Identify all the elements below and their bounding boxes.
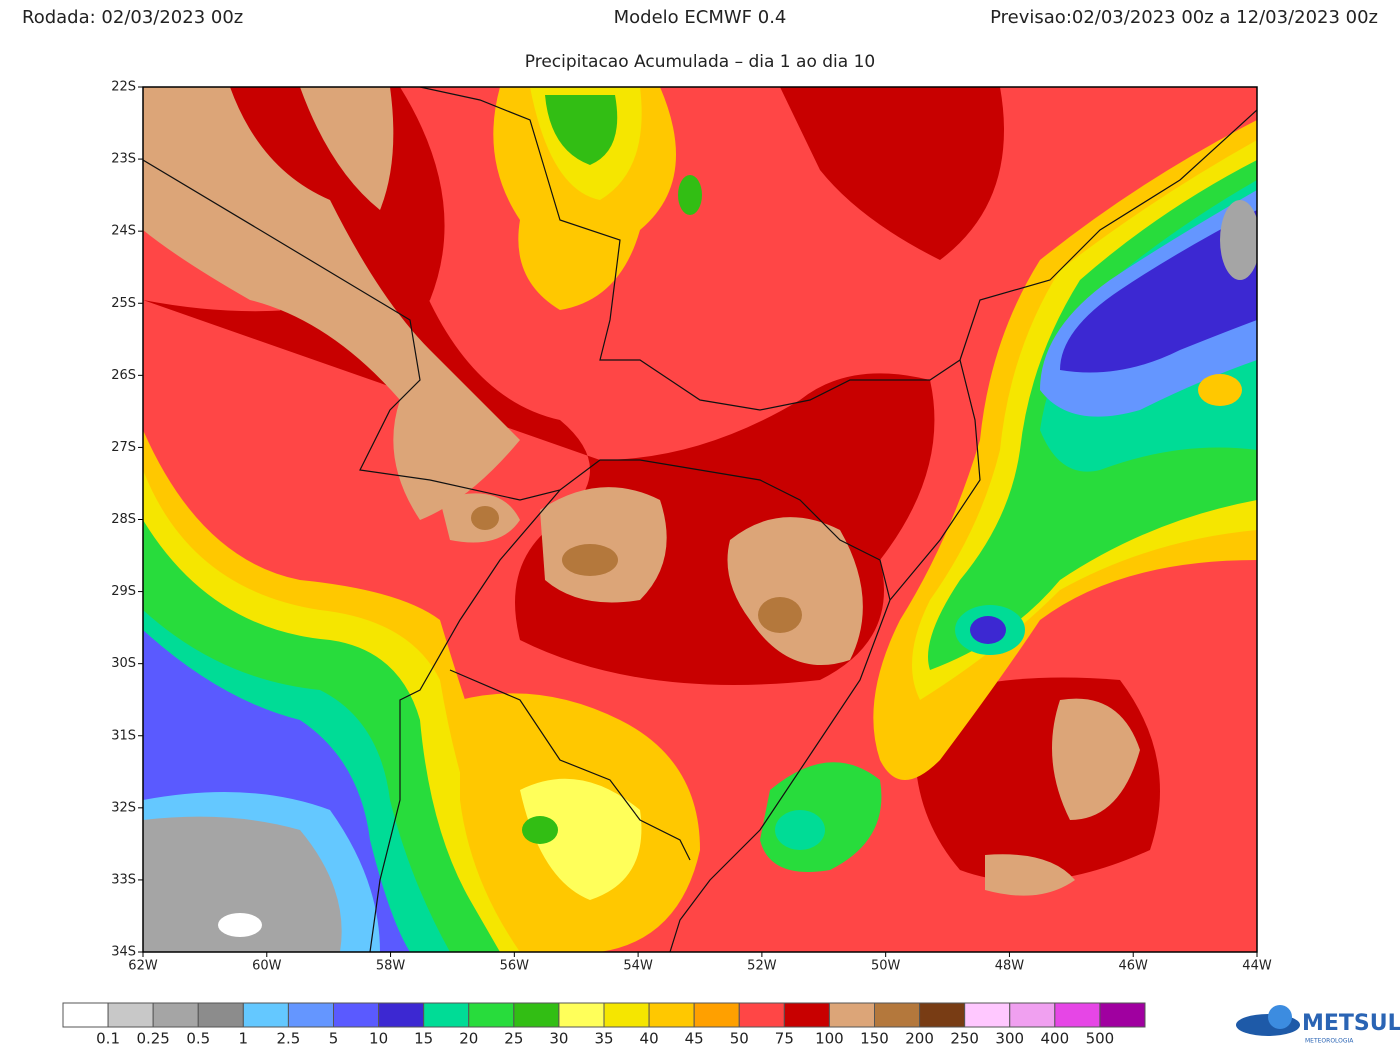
lat-label: 34S (111, 945, 136, 960)
legend-swatch (62, 1002, 109, 1028)
legend-swatch (107, 1002, 154, 1028)
legend-swatch (1099, 1002, 1146, 1028)
logo-name: METSUL (1302, 1011, 1400, 1036)
legend-swatch (287, 1002, 334, 1028)
precipitation-field (143, 87, 1257, 952)
legend-label: 35 (594, 1030, 613, 1048)
lat-label: 28S (111, 512, 136, 527)
legend-label: 20 (459, 1030, 478, 1048)
legend-swatch (693, 1002, 740, 1028)
legend-label: 25 (504, 1030, 523, 1048)
legend-label: 150 (860, 1030, 889, 1048)
lat-label: 33S (111, 872, 136, 887)
lat-label: 30S (111, 656, 136, 671)
legend-label: 300 (995, 1030, 1024, 1048)
legend-label: 400 (1041, 1030, 1070, 1048)
legend-label: 15 (414, 1030, 433, 1048)
legend-swatch (513, 1002, 560, 1028)
legend-label: 2.5 (276, 1030, 300, 1048)
lon-label: 56W (500, 959, 530, 974)
legend-swatch (964, 1002, 1011, 1028)
legend-label: 250 (950, 1030, 979, 1048)
legend-swatch (333, 1002, 380, 1028)
legend-swatch (1054, 1002, 1101, 1028)
lon-label: 52W (747, 959, 777, 974)
legend-swatch (152, 1002, 199, 1028)
forecast-label: Previsao:02/03/2023 00z a 12/03/2023 00z (990, 7, 1378, 28)
legend-label: 0.1 (96, 1030, 120, 1048)
legend-label: 40 (640, 1030, 659, 1048)
lat-label: 31S (111, 728, 136, 743)
legend-label: 5 (329, 1030, 339, 1048)
legend-swatch (242, 1002, 289, 1028)
legend-swatch (919, 1002, 966, 1028)
legend-label: 0.5 (186, 1030, 210, 1048)
subtitle: Precipitacao Acumulada – dia 1 ao dia 10 (525, 52, 875, 72)
legend-label: 10 (369, 1030, 388, 1048)
logo: METSUL METEOROLOGIA (1236, 1005, 1400, 1045)
lat-label: 22S (111, 80, 136, 95)
lon-label: 48W (995, 959, 1025, 974)
legend-swatch (603, 1002, 650, 1028)
legend-label: 0.25 (136, 1030, 169, 1048)
legend-swatch (378, 1002, 425, 1028)
model-label: Modelo ECMWF 0.4 (614, 7, 787, 28)
lat-label: 24S (111, 224, 136, 239)
legend-label: 1 (239, 1030, 249, 1048)
lon-label: 62W (128, 959, 158, 974)
legend-swatch (783, 1002, 830, 1028)
legend-swatch (828, 1002, 876, 1028)
legend-swatch (1009, 1002, 1056, 1028)
legend-label: 500 (1086, 1030, 1115, 1048)
lon-label: 54W (623, 959, 653, 974)
legend-label: 200 (905, 1030, 934, 1048)
legend-swatch (648, 1002, 695, 1028)
lat-label: 26S (111, 368, 136, 383)
lat-label: 29S (111, 584, 136, 599)
legend-swatch (738, 1002, 785, 1028)
lon-label: 60W (252, 959, 282, 974)
legend-label: 75 (775, 1030, 794, 1048)
legend-swatch (423, 1002, 470, 1028)
run-label: Rodada: 02/03/2023 00z (22, 7, 243, 28)
legend-swatch (468, 1002, 515, 1028)
legend-label: 30 (549, 1030, 568, 1048)
lat-label: 32S (111, 800, 136, 815)
legend-swatch (558, 1002, 605, 1028)
lon-label: 50W (871, 959, 901, 974)
axis-ticks: 22S23S24S25S26S27S28S29S30S31S32S33S34S6… (111, 80, 1272, 974)
legend-label: 100 (815, 1030, 844, 1048)
color-legend: 0.1 0.25 0.5 1 2.5 5 10 15 20 25 30 35 40 45 50 75 100 15… (62, 1002, 1146, 1048)
logo-tagline: METEOROLOGIA (1305, 1038, 1354, 1045)
lat-label: 23S (111, 152, 136, 167)
legend-label: 45 (685, 1030, 704, 1048)
legend-swatch (874, 1002, 921, 1028)
lon-label: 58W (376, 959, 406, 974)
lon-label: 46W (1119, 959, 1149, 974)
legend-swatch (197, 1002, 244, 1028)
lat-label: 27S (111, 440, 136, 455)
legend-label: 50 (730, 1030, 749, 1048)
lon-label: 44W (1242, 959, 1272, 974)
lat-label: 25S (111, 296, 136, 311)
